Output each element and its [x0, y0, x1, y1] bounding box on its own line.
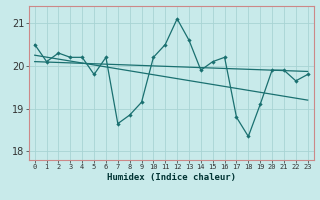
X-axis label: Humidex (Indice chaleur): Humidex (Indice chaleur) [107, 173, 236, 182]
